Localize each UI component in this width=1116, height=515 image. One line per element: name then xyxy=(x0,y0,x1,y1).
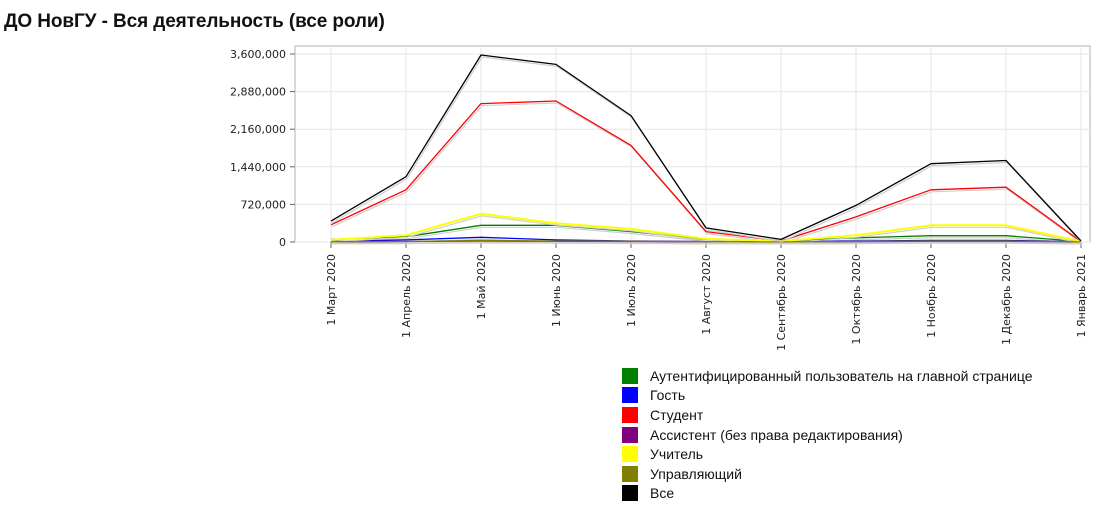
legend-swatch xyxy=(622,426,638,443)
y-axis: 3,600,000 2,880,000 2,160,000 1,440,000 720,… xyxy=(230,48,295,249)
chart-grid xyxy=(294,45,1091,243)
legend-item: Аутентифицированный пользователь на глав… xyxy=(622,366,1033,386)
x-tick-label: 1 Ноябрь 2020 xyxy=(925,254,938,338)
x-axis: 1 Март 2020 1 Апрель 2020 1 Май 2020 1 Июнь… xyxy=(325,242,1088,351)
series-lines xyxy=(330,54,1083,245)
legend-label: Аутентифицированный пользователь на глав… xyxy=(650,367,1033,384)
legend: Аутентифицированный пользователь на глав… xyxy=(622,366,1033,503)
y-tick-label: 3,600,000 xyxy=(230,48,286,61)
legend-item: Ассистент (без права редактирования) xyxy=(622,425,1033,445)
y-tick-label: 2,880,000 xyxy=(230,86,286,99)
legend-item: Студент xyxy=(622,405,1033,425)
legend-label: Все xyxy=(650,485,675,502)
legend-label: Студент xyxy=(650,406,704,423)
series-shadow xyxy=(331,215,1083,245)
x-tick-label: 1 Сентябрь 2020 xyxy=(775,254,788,351)
legend-item: Учитель xyxy=(622,444,1033,464)
legend-label: Гость xyxy=(650,387,686,404)
x-tick-label: 1 Август 2020 xyxy=(700,254,713,335)
legend-swatch xyxy=(622,465,638,482)
series-line xyxy=(330,54,1082,242)
series-shadow xyxy=(331,102,1083,244)
series-shadow xyxy=(331,241,1083,245)
chart-title: ДО НовГУ - Вся деятельность (все роли) xyxy=(4,11,385,32)
series-line xyxy=(330,212,1082,243)
y-tick-label: 0 xyxy=(279,236,286,249)
series-shadow xyxy=(331,56,1083,244)
series-line xyxy=(330,100,1082,243)
legend-swatch xyxy=(622,367,638,384)
legend-item: Управляющий xyxy=(622,464,1033,484)
legend-swatch xyxy=(622,446,638,463)
legend-swatch xyxy=(622,387,638,404)
legend-label: Ассистент (без права редактирования) xyxy=(650,426,903,443)
plot-area xyxy=(294,45,1091,243)
x-tick-label: 1 Июль 2020 xyxy=(625,254,638,327)
legend-swatch xyxy=(622,485,638,502)
x-tick-label: 1 Апрель 2020 xyxy=(400,254,413,338)
legend-item: Гость xyxy=(622,386,1033,406)
x-tick-label: 1 Март 2020 xyxy=(325,254,338,326)
legend-label: Управляющий xyxy=(650,465,742,482)
x-tick-label: 1 Декабрь 2020 xyxy=(1000,254,1013,345)
x-tick-label: 1 Май 2020 xyxy=(475,254,488,319)
x-tick-label: 1 Январь 2021 xyxy=(1075,254,1088,338)
legend-item: Все xyxy=(622,484,1033,504)
y-tick-label: 720,000 xyxy=(241,198,287,211)
legend-label: Учитель xyxy=(650,446,704,463)
y-tick-label: 2,160,000 xyxy=(230,123,286,136)
x-tick-label: 1 Июнь 2020 xyxy=(550,254,563,327)
legend-swatch xyxy=(622,406,638,423)
x-tick-label: 1 Октябрь 2020 xyxy=(850,254,863,345)
series-line xyxy=(330,239,1082,243)
y-tick-label: 1,440,000 xyxy=(230,161,286,174)
